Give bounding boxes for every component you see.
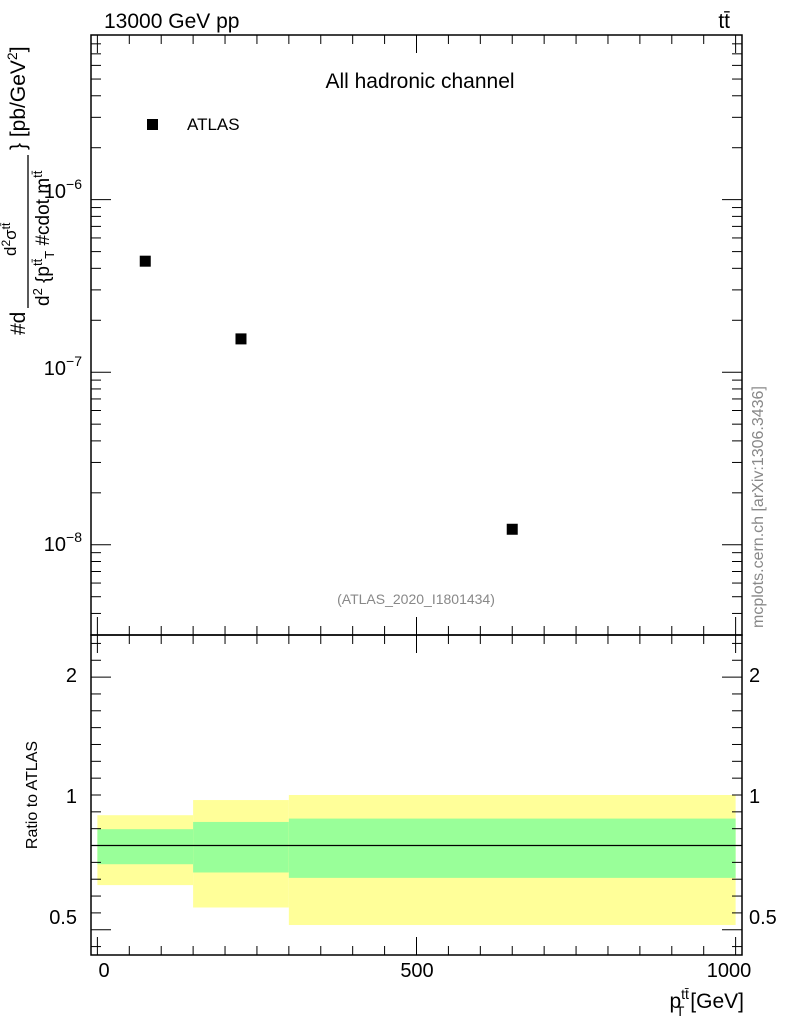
inner-uncertainty-band <box>97 829 194 865</box>
legend-marker <box>147 119 158 130</box>
ratio-y-tick-label-right-0.5: 0.5 <box>749 907 777 929</box>
svg-text:d2σtt̄: d2σtt̄ <box>0 222 20 256</box>
x-tick-label-0: 0 <box>98 960 109 982</box>
inner-uncertainty-band <box>288 818 736 878</box>
inner-uncertainty-band <box>193 821 289 873</box>
legend-label-atlas: ATLAS <box>187 115 240 134</box>
ratio-y-tick-label-right-2: 2 <box>749 665 760 687</box>
main-axis-ticks <box>91 34 742 636</box>
ratio-y-tick-label-0.5: 0.5 <box>49 907 77 929</box>
ratio-y-tick-label-1: 1 <box>66 786 77 808</box>
x-tick-label-1000: 1000 <box>707 960 752 982</box>
ratio-y-axis-title: Ratio to ATLAS <box>24 741 41 849</box>
ratio-y-tick-label-2: 2 <box>66 665 77 687</box>
side-label: mcplots.cern.ch [arXiv:1306.3436] <box>750 386 767 628</box>
ratio-axis-ticks <box>91 635 742 955</box>
process-label: tt̄ <box>718 10 730 33</box>
x-tick-label-500: 500 <box>400 960 433 982</box>
svg-text:#d: #d <box>7 312 30 335</box>
main-y-axis-title: #d d2σtt̄ d2 {ptt̄T #cdot mtt̄ } [pb/GeV… <box>0 46 57 335</box>
data-point <box>235 333 247 345</box>
data-point <box>506 523 518 535</box>
main-title: All hadronic channel <box>325 70 514 93</box>
x-axis-title: ptt̄ T [GeV] <box>669 986 744 1019</box>
energy-label: 13000 GeV pp <box>104 10 239 33</box>
y-tick-label-1e-7: 10−7 <box>44 353 82 380</box>
ratio-panel: 2 1 0.5 2 1 0.5 0 500 1000 Ratio to ATLA… <box>24 634 777 1019</box>
svg-text:d2 {ptt̄T #cdot mtt̄: d2 {ptt̄T #cdot mtt̄ <box>30 170 57 306</box>
y-tick-label-1e-6: 10−6 <box>44 176 82 203</box>
y-tick-label-1e-8: 10−8 <box>44 529 82 556</box>
svg-text:} [pb/GeV2]: } [pb/GeV2] <box>4 46 30 150</box>
data-point <box>139 255 151 267</box>
main-panel: All hadronic channel (ATLAS_2020_I180143… <box>0 34 743 636</box>
annotation-label: (ATLAS_2020_I1801434) <box>337 591 495 607</box>
ratio-y-tick-label-right-1: 1 <box>749 786 760 808</box>
data-points <box>139 255 518 535</box>
ratio-bands <box>97 795 736 926</box>
